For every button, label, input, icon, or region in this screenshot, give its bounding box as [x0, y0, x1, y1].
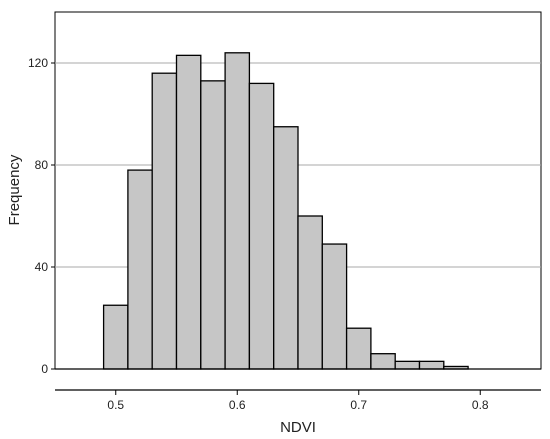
histogram-bar — [175, 54, 202, 370]
histogram-bar — [102, 304, 129, 370]
x-tick-label: 0.5 — [107, 398, 124, 412]
histogram-bar — [345, 327, 372, 370]
histogram-bar — [370, 353, 396, 370]
histogram-bar — [297, 215, 323, 370]
y-tick-label: 80 — [35, 158, 49, 172]
y-tick-label: 0 — [41, 362, 48, 376]
x-axis-title: NDVI — [280, 419, 316, 436]
histogram-bar — [127, 169, 153, 370]
x-tick-label: 0.8 — [472, 398, 489, 412]
y-tick-label: 40 — [35, 260, 49, 274]
histogram-bar — [200, 80, 226, 370]
x-tick-label: 0.6 — [229, 398, 246, 412]
y-axis: 0 40 80 120 — [28, 56, 55, 376]
histogram-bar — [394, 360, 421, 370]
histogram-bar — [224, 52, 251, 370]
y-axis-title: Frequency — [6, 154, 23, 225]
x-tick-label: 0.7 — [350, 398, 367, 412]
histogram-bar — [273, 126, 299, 370]
histogram-bar — [248, 82, 275, 370]
histogram-bar — [418, 360, 445, 370]
y-tick-label: 120 — [28, 56, 48, 70]
x-axis: 0.5 0.6 0.7 0.8 — [55, 389, 541, 412]
histogram-bars — [102, 52, 469, 370]
histogram-bar — [321, 243, 348, 370]
histogram-bar — [151, 72, 178, 370]
